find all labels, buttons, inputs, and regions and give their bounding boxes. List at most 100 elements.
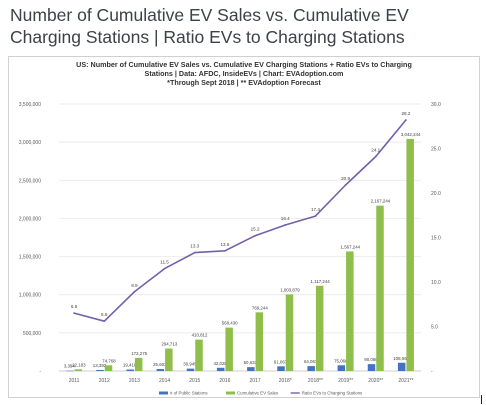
stations-bar bbox=[156, 369, 165, 371]
ratio-data-label: 20.9 bbox=[341, 176, 350, 181]
ratio-data-label: 8.9 bbox=[131, 283, 138, 288]
sales-bar bbox=[165, 348, 173, 371]
stations-data-label: 50,633 bbox=[244, 360, 258, 365]
ratio-point bbox=[193, 251, 196, 254]
legend-swatch bbox=[226, 391, 235, 395]
y-left-tick-label: 3,000,000 bbox=[19, 140, 41, 146]
sales-data-label: 172,275 bbox=[131, 351, 147, 356]
y-left-tick-label: 2,500,000 bbox=[19, 178, 41, 184]
sales-bar bbox=[406, 138, 414, 371]
ratio-point bbox=[284, 224, 287, 226]
x-tick-label: 2017 bbox=[250, 378, 261, 384]
y-left-tick-label: 2,000,000 bbox=[19, 216, 41, 222]
ratio-point bbox=[224, 249, 226, 252]
sales-bar bbox=[285, 294, 294, 371]
ratio-data-label: 6.5 bbox=[71, 304, 78, 309]
ratio-data-label: 11.5 bbox=[160, 260, 169, 265]
stations-data-label: 3,394 bbox=[64, 364, 76, 369]
ratio-point bbox=[405, 119, 407, 121]
y-right-tick-label: 5.0 bbox=[431, 325, 438, 331]
stations-data-label: 64,067 bbox=[304, 359, 318, 364]
y-right-tick-label: 15.0 bbox=[431, 236, 441, 242]
ratio-point bbox=[314, 215, 317, 218]
x-tick-label: 2011 bbox=[69, 378, 80, 384]
stations-data-label: 19,410 bbox=[123, 363, 137, 368]
sales-data-label: 3,042,244 bbox=[401, 132, 421, 137]
chart-title-line-3: *Through Sept 2018 | ** EVAdoption Forec… bbox=[167, 78, 321, 87]
y-right-tick-label: 10.0 bbox=[431, 280, 441, 286]
x-tick-label: 2018* bbox=[279, 378, 292, 384]
stations-bar bbox=[126, 369, 134, 371]
stations-bar bbox=[367, 364, 376, 371]
chart-title: US: Number of Cumulative EV Sales vs. Cu… bbox=[9, 60, 479, 87]
x-tick-label: 2012 bbox=[99, 378, 110, 384]
page-title: Number of Cumulative EV Sales vs. Cumula… bbox=[10, 4, 480, 48]
x-tick-label: 2020** bbox=[368, 378, 383, 384]
ratio-data-label: 5.6 bbox=[101, 312, 108, 317]
chart-title-line-1: US: Number of Cumulative EV Sales vs. Cu… bbox=[76, 60, 412, 69]
sales-bar bbox=[315, 285, 324, 371]
stations-data-label: 90,066 bbox=[364, 357, 378, 362]
x-tick-label: 2013 bbox=[129, 378, 140, 384]
ratio-line bbox=[73, 119, 407, 323]
y-right-tick-label: 30.0 bbox=[431, 102, 441, 108]
sales-data-label: 1,117,244 bbox=[311, 279, 331, 284]
x-tick-label: 2016 bbox=[219, 378, 230, 384]
sales-bar bbox=[376, 205, 384, 371]
stations-data-label: 75,066 bbox=[334, 358, 348, 363]
y-left-tick-label: 1,500,000 bbox=[19, 255, 41, 261]
x-tick-label: 2018** bbox=[308, 378, 323, 384]
x-tick-label: 2015 bbox=[189, 378, 200, 384]
legend-label: # of Public Stations bbox=[170, 391, 208, 396]
sales-data-label: 1,567,244 bbox=[341, 244, 361, 249]
ratio-point bbox=[344, 184, 347, 186]
chart-title-line-2: Stations | Data: AFDC, InsideEVs | Chart… bbox=[144, 69, 344, 78]
text-cursor bbox=[481, 395, 482, 404]
chart-frame: US: Number of Cumulative EV Sales vs. Cu… bbox=[8, 56, 480, 398]
stations-bar bbox=[397, 362, 406, 371]
y-right-tick-label: 25.0 bbox=[431, 147, 441, 153]
legend-label: Ratio EVs to Charging Stations bbox=[302, 391, 363, 396]
sales-data-label: 22,183 bbox=[72, 362, 86, 367]
stations-data-label: 30,945 bbox=[183, 362, 197, 367]
legend-swatch bbox=[159, 391, 168, 395]
sales-data-label: 769,244 bbox=[252, 305, 268, 310]
sales-data-label: 2,167,244 bbox=[371, 199, 391, 204]
ratio-point bbox=[374, 155, 377, 158]
y-right-tick-label: - bbox=[431, 369, 433, 375]
sales-bar bbox=[346, 251, 354, 371]
stations-bar bbox=[307, 366, 315, 371]
stations-data-label: 13,392 bbox=[93, 363, 107, 368]
stations-data-label: 108,066 bbox=[393, 356, 409, 361]
page-title-line-2: Charging Stations | Ratio EVs to Chargin… bbox=[10, 27, 405, 47]
page-title-line-1: Number of Cumulative EV Sales vs. Cumula… bbox=[10, 5, 409, 25]
ratio-point bbox=[163, 267, 166, 270]
ratio-point bbox=[73, 312, 75, 315]
sales-bar bbox=[104, 365, 113, 371]
sales-data-label: 1,003,879 bbox=[280, 287, 300, 292]
sales-bar bbox=[134, 357, 143, 371]
y-left-tick-label: 500,000 bbox=[23, 331, 41, 337]
y-left-tick-label: 1,000,000 bbox=[19, 293, 41, 299]
sales-bar bbox=[195, 339, 203, 371]
ratio-data-label: 24.1 bbox=[371, 148, 380, 153]
sales-data-label: 568,430 bbox=[222, 321, 238, 326]
ratio-data-label: 16.4 bbox=[281, 216, 290, 221]
stations-bar bbox=[277, 366, 285, 371]
stations-bar bbox=[337, 365, 346, 371]
ratio-data-label: 13.5 bbox=[220, 242, 229, 247]
sales-data-label: 74,768 bbox=[102, 358, 116, 363]
y-left-tick-label: - bbox=[39, 369, 41, 375]
stations-data-label: 25,602 bbox=[153, 362, 167, 367]
stations-data-label: 61,067 bbox=[274, 359, 288, 364]
stations-bar bbox=[216, 367, 225, 371]
ratio-point bbox=[133, 290, 136, 293]
legend-label: Cumulative EV Sales bbox=[237, 391, 279, 396]
sales-data-label: 410,812 bbox=[192, 333, 208, 338]
sales-bar bbox=[225, 327, 233, 371]
sales-data-label: 294,713 bbox=[161, 342, 177, 347]
ratio-data-label: 17.4 bbox=[311, 207, 320, 212]
chart-svg: - 500,000 1,000,000 1,500,000 2,000,000 2,500… bbox=[19, 102, 441, 396]
stations-bar bbox=[66, 370, 74, 372]
x-tick-label: 2014 bbox=[159, 378, 170, 384]
